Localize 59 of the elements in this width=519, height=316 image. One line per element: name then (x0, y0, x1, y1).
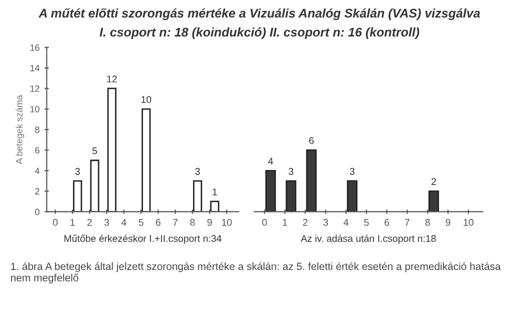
bar (286, 180, 296, 212)
y-tick-label: 14 (30, 65, 40, 72)
x-tick-label: 2 (303, 218, 308, 226)
x-axis-title: Műtőbe érkezéskor I.+II.csoport n:34 (64, 234, 222, 244)
bar (193, 180, 202, 212)
x-tick-label: 8 (190, 218, 195, 226)
bar (346, 180, 358, 212)
y-tick-label: 2 (35, 188, 40, 194)
chart-title: A műtét előtti szorongás mértéke a Vizuális Analóg Skálán (VAS) vizsgálva (38, 8, 480, 20)
data-label: 1 (212, 188, 217, 196)
bar (306, 149, 317, 212)
data-label: 5 (92, 147, 98, 154)
data-label: 3 (350, 168, 354, 175)
x-tick-label: 5 (138, 219, 144, 226)
y-tick-label: 10 (30, 106, 40, 112)
x-tick-label: 10 (222, 218, 232, 226)
x-axis-title: Az iv. adása után I.csoport n:18 (300, 234, 436, 244)
bar (210, 200, 220, 212)
bar (265, 170, 276, 212)
chart-subtitle: I. csoport n: 18 (koindukció) II. csoport n: 16 (kontroll) (100, 27, 420, 40)
data-label: 3 (288, 168, 294, 175)
y-tick-label: 8 (35, 126, 40, 133)
y-tick-label: 4 (34, 168, 40, 174)
x-tick-label: 2 (87, 218, 92, 226)
x-tick-label: 4 (121, 219, 126, 226)
x-tick-label: 6 (156, 218, 160, 226)
x-tick-label: 9 (207, 218, 212, 226)
data-label: 2 (432, 178, 436, 185)
x-tick-label: 0 (262, 218, 267, 226)
x-tick-label: 5 (364, 219, 369, 226)
data-label: 12 (107, 76, 117, 82)
data-label: 3 (195, 168, 200, 175)
bar (428, 190, 440, 212)
x-tick-label: 1 (70, 219, 75, 226)
text: 1. ábra A betegek által jelzett szorongás mértéke a skálán: az 5. feletti érték esetén a premedikáció hatása nem megfelelő (11, 262, 501, 284)
bar (142, 108, 151, 212)
bar (107, 88, 116, 212)
x-tick-label: 1 (282, 219, 288, 226)
data-label: 4 (268, 158, 274, 164)
x-tick-label: 7 (405, 219, 410, 226)
y-tick-label: 6 (35, 147, 40, 154)
bar (73, 180, 82, 212)
x-tick-label: 10 (464, 218, 474, 226)
x-tick-label: 0 (52, 218, 58, 226)
data-label: 3 (75, 168, 80, 175)
y-tick-label: 16 (30, 44, 40, 51)
x-tick-label: 8 (425, 218, 430, 226)
x-tick-label: 7 (173, 219, 178, 226)
data-label: 10 (141, 96, 152, 103)
y-tick-label: 0 (35, 208, 40, 216)
y-tick-label: 12 (30, 85, 40, 92)
y-axis-title: A betegek száma (16, 94, 24, 164)
x-tick-label: 9 (446, 218, 450, 226)
x-tick-label: 3 (104, 218, 109, 226)
x-tick-label: 3 (323, 218, 328, 226)
x-tick-label: 4 (344, 219, 348, 226)
data-label: 6 (309, 137, 314, 144)
x-tick-label: 6 (384, 218, 390, 226)
bar (90, 160, 100, 212)
